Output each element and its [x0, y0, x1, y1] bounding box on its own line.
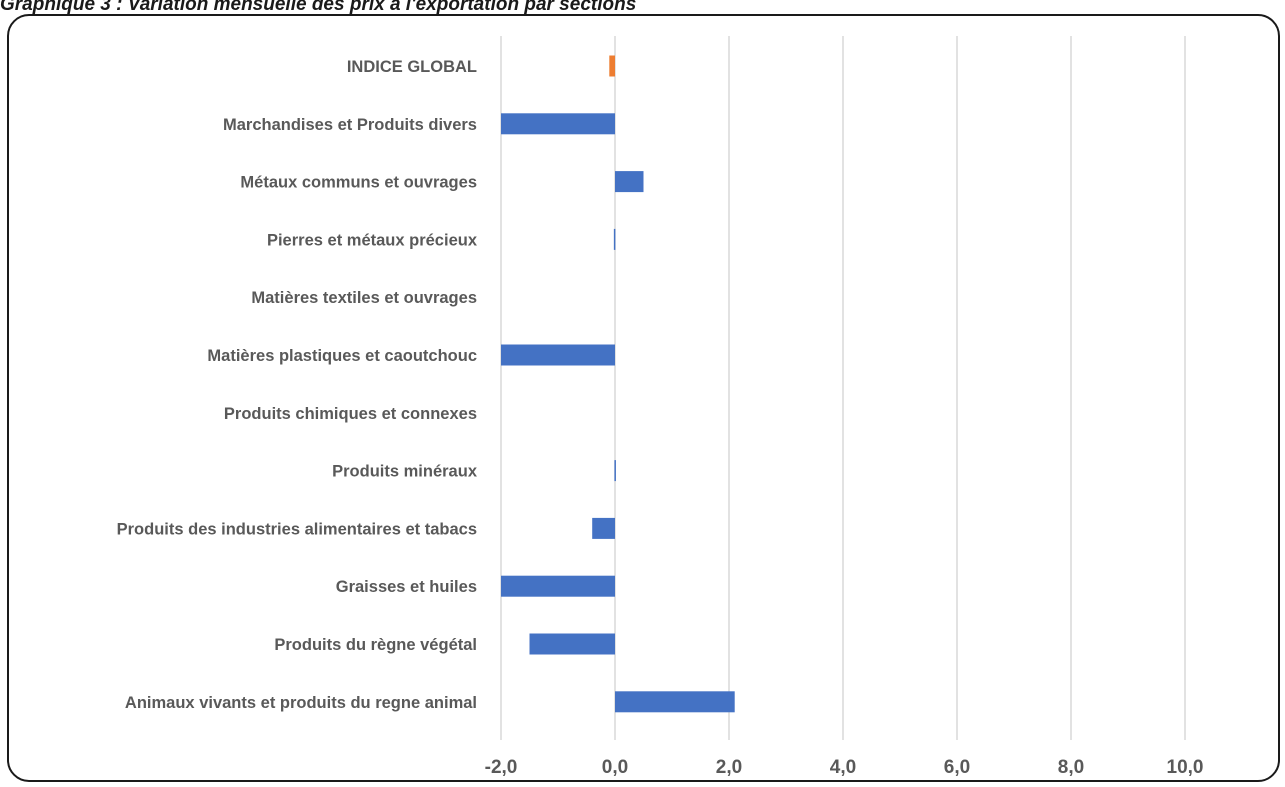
bar: [501, 344, 615, 366]
x-tick-label: 2,0: [716, 757, 742, 778]
bar: [615, 691, 735, 713]
x-tick-label: 6,0: [944, 757, 970, 778]
bar: [501, 113, 615, 135]
chart-title: Graphique 3 : Variation mensuelle des pr…: [0, 0, 637, 15]
x-tick-label: 10,0: [1167, 757, 1204, 778]
x-axis-tick-labels: -2,0 0,0 2,0 4,0 6,0 8,0 10,0: [485, 757, 1204, 778]
category-label: Produits minéraux: [332, 463, 478, 481]
bar: [609, 55, 615, 77]
chart-frame: [7, 14, 1280, 782]
bar: [592, 517, 615, 539]
gridlines: [500, 36, 1186, 740]
x-tick-label: -2,0: [485, 757, 518, 778]
category-label: Métaux communs et ouvrages: [240, 174, 477, 192]
category-labels: INDICE GLOBAL Marchandises et Produits di…: [117, 58, 478, 712]
bar: [614, 460, 616, 482]
category-label: Marchandises et Produits divers: [223, 116, 477, 134]
bar: [615, 171, 644, 193]
x-tick-label: 0,0: [602, 757, 628, 778]
category-label: INDICE GLOBAL: [347, 58, 477, 76]
x-tick-label: 4,0: [830, 757, 856, 778]
x-tick-label: 8,0: [1058, 757, 1084, 778]
category-label: Pierres et métaux précieux: [267, 231, 478, 249]
category-label: Graisses et huiles: [336, 578, 477, 596]
category-label: Animaux vivants et produits du regne ani…: [125, 694, 477, 712]
category-label: Matières plastiques et caoutchouc: [207, 347, 477, 365]
bar: [529, 633, 615, 655]
category-label: Matières textiles et ouvrages: [251, 289, 477, 307]
bar: [501, 575, 615, 597]
category-label: Produits chimiques et connexes: [224, 405, 477, 423]
category-label: Produits des industries alimentaires et …: [117, 520, 477, 538]
category-label: Produits du règne végétal: [274, 636, 477, 654]
bar: [613, 228, 616, 250]
bars: [501, 55, 735, 713]
